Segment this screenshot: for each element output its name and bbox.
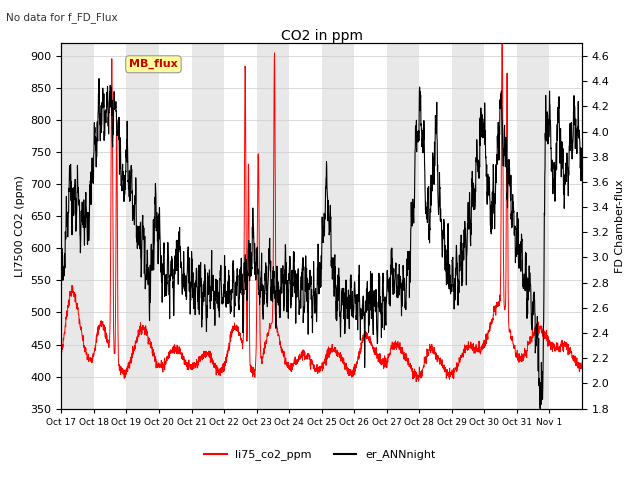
Bar (452, 43, 484, 408)
Text: MB_flux: MB_flux (129, 59, 178, 70)
Bar (61, 43, 94, 408)
Bar (191, 43, 224, 408)
Y-axis label: LI7500 CO2 (ppm): LI7500 CO2 (ppm) (15, 175, 25, 277)
Legend: li75_co2_ppm, er_ANNnight: li75_co2_ppm, er_ANNnight (200, 445, 440, 465)
Y-axis label: FD Chamber-flux: FD Chamber-flux (615, 179, 625, 273)
Bar (257, 43, 289, 408)
Bar (516, 43, 549, 408)
Bar (127, 43, 159, 408)
Bar (387, 43, 419, 408)
Title: CO2 in ppm: CO2 in ppm (280, 29, 363, 43)
Text: No data for f_FD_Flux: No data for f_FD_Flux (6, 12, 118, 23)
Bar (322, 43, 354, 408)
